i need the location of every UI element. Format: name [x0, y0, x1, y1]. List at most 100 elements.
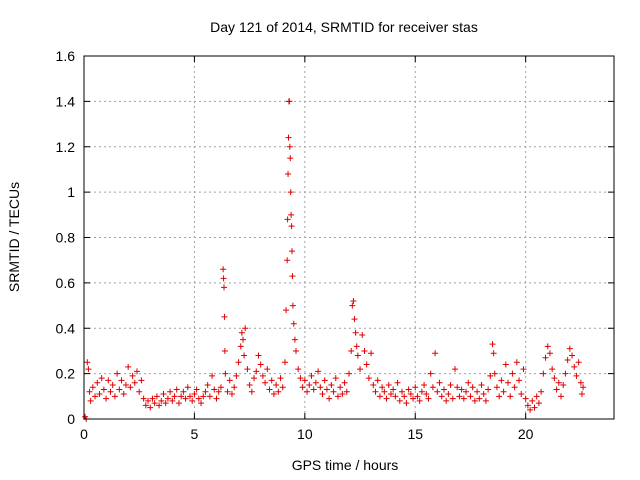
- data-point: [337, 384, 344, 391]
- data-point: [202, 388, 209, 395]
- data-point: [105, 377, 112, 384]
- data-point: [500, 388, 507, 395]
- data-point: [493, 384, 500, 391]
- data-point: [346, 370, 352, 377]
- data-point: [555, 379, 562, 386]
- data-point: [215, 388, 222, 395]
- data-point: [553, 386, 560, 393]
- data-point: [262, 379, 269, 386]
- data-point: [438, 393, 445, 400]
- data-point: [189, 397, 196, 404]
- data-point: [89, 384, 96, 391]
- x-tick-label: 15: [407, 426, 423, 442]
- data-point: [458, 386, 465, 393]
- data-point: [195, 395, 202, 402]
- data-point: [443, 397, 450, 404]
- data-point: [460, 395, 467, 402]
- data-point: [463, 388, 470, 395]
- data-point: [502, 361, 509, 368]
- data-point: [357, 366, 364, 373]
- data-point: [86, 388, 93, 395]
- data-point: [289, 273, 296, 280]
- data-point: [529, 397, 536, 404]
- data-point: [491, 370, 498, 377]
- data-point: [118, 377, 125, 384]
- data-point: [496, 393, 503, 400]
- data-point: [237, 343, 244, 350]
- data-point: [352, 329, 359, 336]
- data-point: [489, 341, 496, 348]
- data-point: [122, 381, 129, 388]
- data-point: [242, 325, 249, 332]
- data-point: [283, 307, 290, 314]
- data-point: [474, 388, 481, 395]
- data-point: [94, 379, 101, 386]
- data-point: [173, 386, 180, 393]
- data-point: [96, 391, 103, 398]
- data-point: [323, 386, 330, 393]
- data-point: [160, 391, 167, 398]
- data-point: [284, 216, 291, 223]
- y-tick-label: 0.2: [56, 366, 76, 382]
- data-point: [193, 386, 200, 393]
- data-point: [383, 395, 390, 402]
- data-point: [410, 395, 417, 402]
- data-point: [220, 275, 227, 282]
- data-point: [240, 336, 246, 343]
- data-point: [92, 393, 99, 400]
- data-point: [465, 379, 472, 386]
- data-point: [149, 395, 156, 402]
- data-point: [407, 391, 414, 398]
- data-point: [238, 329, 245, 336]
- data-point: [308, 372, 315, 379]
- data-point: [109, 381, 116, 388]
- data-point: [290, 320, 297, 327]
- data-point: [213, 395, 220, 402]
- data-point: [379, 384, 386, 391]
- axes: 0 0.2 0.4 0.6 0.8 1 1.2 1.4 1.6 0 5 10 15 20: [56, 48, 614, 442]
- data-point: [490, 350, 497, 357]
- data-point: [471, 397, 478, 404]
- data-point: [184, 384, 191, 391]
- data-point: [209, 372, 216, 379]
- data-point: [507, 393, 514, 400]
- data-point: [516, 377, 523, 384]
- data-point: [198, 400, 205, 407]
- data-point: [436, 379, 443, 386]
- data-point: [351, 316, 358, 323]
- y-tick-label: 1.2: [56, 139, 76, 155]
- y-tick-label: 1.6: [56, 48, 76, 64]
- data-point: [573, 372, 580, 379]
- data-point: [151, 400, 158, 407]
- data-point: [222, 370, 229, 377]
- data-point: [288, 211, 295, 218]
- data-point: [231, 384, 238, 391]
- data-point: [480, 391, 487, 398]
- y-tick-label: 0.6: [56, 275, 76, 291]
- data-point: [138, 377, 145, 384]
- data-point: [206, 393, 213, 400]
- data-point: [374, 377, 381, 384]
- data-point: [445, 391, 452, 398]
- data-point: [310, 386, 317, 393]
- data-point: [289, 302, 296, 309]
- data-point: [372, 388, 379, 395]
- data-point: [273, 381, 280, 388]
- data-point: [396, 397, 403, 404]
- data-point: [279, 384, 286, 391]
- data-point: [467, 393, 474, 400]
- data-point: [306, 381, 313, 388]
- data-point: [326, 395, 333, 402]
- data-point: [103, 395, 110, 402]
- y-tick-label: 0.4: [56, 320, 76, 336]
- data-point: [361, 347, 368, 354]
- data-point: [432, 350, 439, 357]
- data-point: [287, 155, 294, 162]
- data-point: [546, 350, 553, 357]
- data-point: [399, 388, 405, 395]
- data-point: [376, 393, 383, 400]
- chart-title: Day 121 of 2014, SRMTID for receiver sta…: [210, 19, 478, 35]
- data-point: [454, 384, 461, 391]
- data-point: [392, 393, 399, 400]
- data-point: [440, 386, 447, 393]
